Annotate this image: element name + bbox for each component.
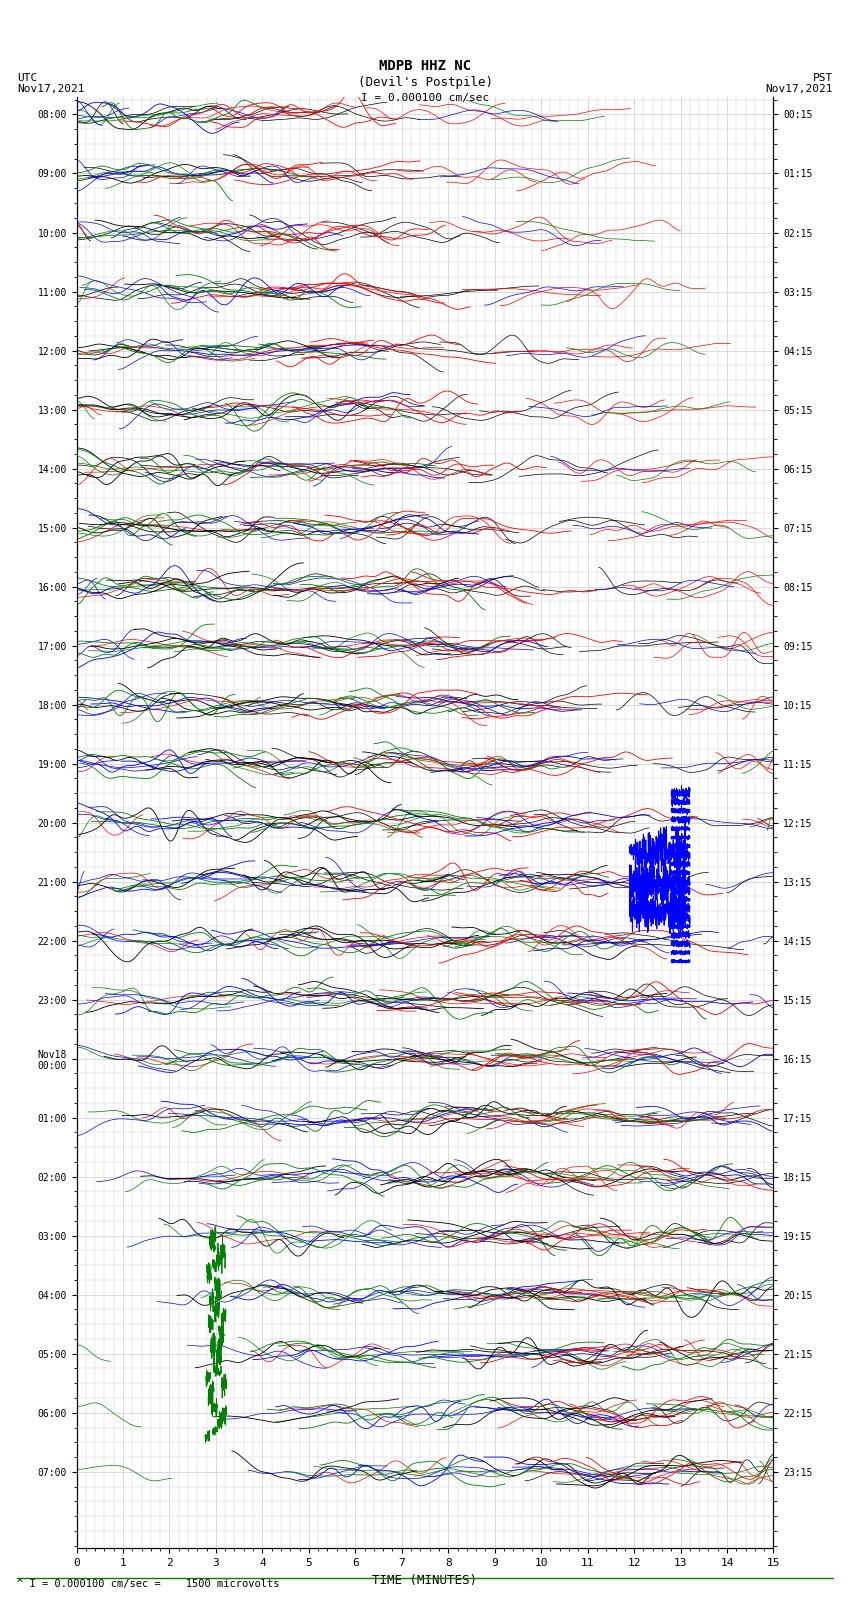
- X-axis label: TIME (MINUTES): TIME (MINUTES): [372, 1574, 478, 1587]
- Text: I = 0.000100 cm/sec: I = 0.000100 cm/sec: [361, 94, 489, 103]
- Text: PST
Nov17,2021: PST Nov17,2021: [766, 73, 833, 94]
- Text: (Devil's Postpile): (Devil's Postpile): [358, 76, 492, 89]
- Text: UTC
Nov17,2021: UTC Nov17,2021: [17, 73, 84, 94]
- Text: MDPB HHZ NC: MDPB HHZ NC: [379, 58, 471, 73]
- Text: ^ I = 0.000100 cm/sec =    1500 microvolts: ^ I = 0.000100 cm/sec = 1500 microvolts: [17, 1579, 280, 1589]
